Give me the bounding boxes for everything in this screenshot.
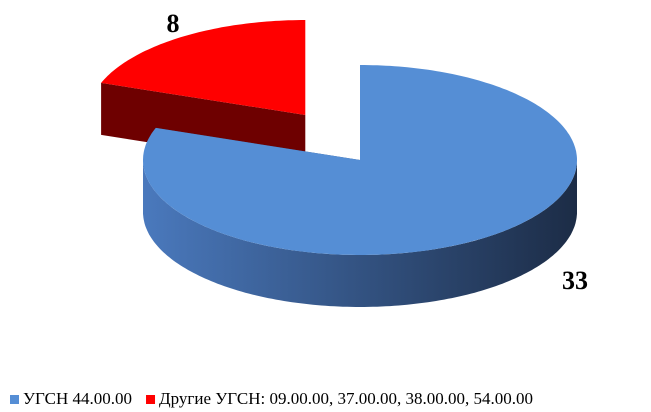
legend-label: Другие УГСН: 09.00.00, 37.00.00, 38.00.0… <box>159 389 533 408</box>
slice-wall <box>143 160 577 307</box>
data-label: 33 <box>562 266 588 295</box>
legend-swatch <box>146 395 156 404</box>
data-label: 8 <box>167 9 180 38</box>
slice <box>101 20 306 115</box>
legend-swatch <box>10 395 19 404</box>
legend-label: УГСН 44.00.00 <box>23 389 132 408</box>
slice <box>143 65 577 255</box>
